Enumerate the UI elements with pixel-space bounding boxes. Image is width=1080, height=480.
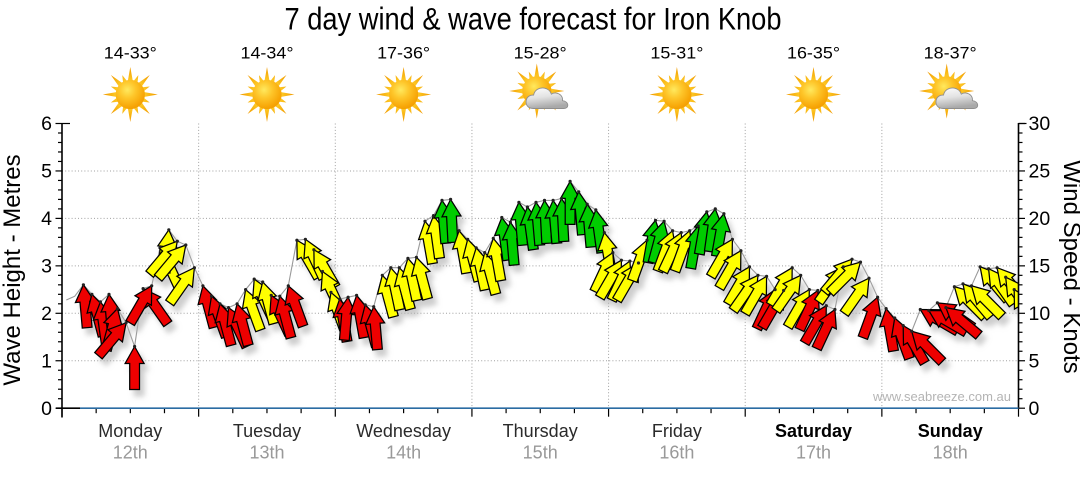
svg-text:5: 5	[1029, 351, 1040, 373]
svg-text:Monday: Monday	[98, 421, 162, 441]
svg-text:7 day wind & wave forecast for: 7 day wind & wave forecast for Iron Knob	[285, 1, 782, 37]
svg-text:13th: 13th	[249, 443, 284, 463]
svg-text:Wave Height - Metres: Wave Height - Metres	[0, 154, 26, 385]
svg-text:14-34°: 14-34°	[241, 44, 294, 63]
svg-text:0: 0	[1029, 398, 1040, 420]
svg-text:4: 4	[41, 208, 52, 230]
svg-text:18-37°: 18-37°	[924, 44, 977, 63]
svg-text:25: 25	[1029, 161, 1051, 183]
svg-text:17th: 17th	[796, 443, 831, 463]
svg-text:Thursday: Thursday	[503, 421, 578, 441]
svg-text:15th: 15th	[523, 443, 558, 463]
svg-text:20: 20	[1029, 208, 1051, 230]
svg-text:3: 3	[41, 256, 52, 278]
svg-text:Tuesday: Tuesday	[233, 421, 301, 441]
svg-text:6: 6	[41, 113, 52, 135]
svg-text:Sunday: Sunday	[918, 421, 983, 441]
svg-text:1: 1	[41, 351, 52, 373]
svg-text:Wind Speed - Knots: Wind Speed - Knots	[1058, 160, 1080, 373]
svg-text:30: 30	[1029, 113, 1051, 135]
svg-text:Friday: Friday	[652, 421, 702, 441]
svg-text:www.seabreeze.com.au: www.seabreeze.com.au	[872, 389, 1011, 404]
svg-text:14-33°: 14-33°	[104, 44, 157, 63]
svg-text:0: 0	[41, 398, 52, 420]
svg-text:15-31°: 15-31°	[650, 44, 703, 63]
svg-text:Wednesday: Wednesday	[356, 421, 451, 441]
svg-text:10: 10	[1029, 303, 1051, 325]
svg-text:15: 15	[1029, 256, 1051, 278]
svg-text:14th: 14th	[386, 443, 421, 463]
svg-text:5: 5	[41, 161, 52, 183]
svg-text:16th: 16th	[659, 443, 694, 463]
svg-text:16-35°: 16-35°	[787, 44, 840, 63]
svg-text:2: 2	[41, 303, 52, 325]
svg-text:15-28°: 15-28°	[514, 44, 567, 63]
svg-text:18th: 18th	[933, 443, 968, 463]
svg-text:17-36°: 17-36°	[377, 44, 430, 63]
svg-text:12th: 12th	[113, 443, 148, 463]
svg-text:Saturday: Saturday	[775, 421, 852, 441]
